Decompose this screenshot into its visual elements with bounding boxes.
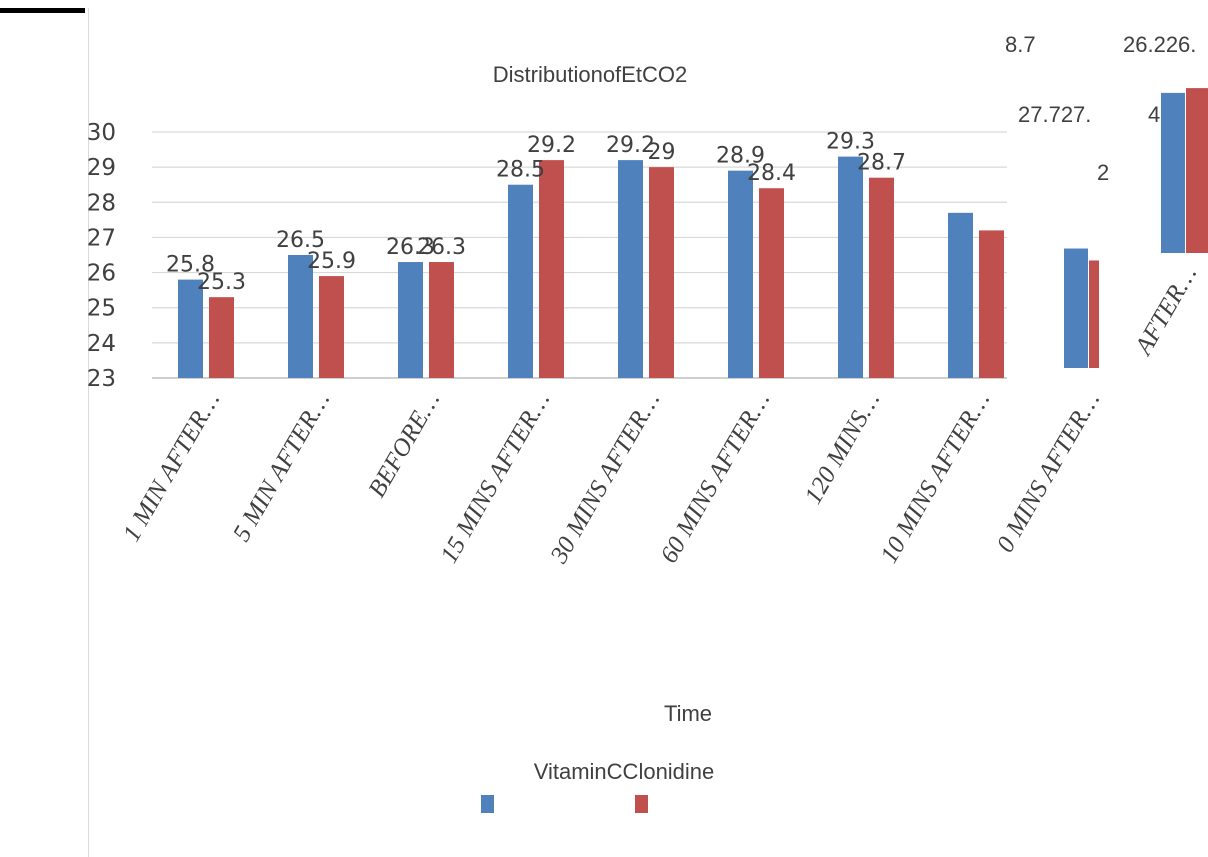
x-tick-label: 15 MINS AFTER… — [436, 388, 556, 568]
y-tick-label: 28 — [87, 190, 116, 216]
bars — [178, 88, 1208, 378]
header-rule — [0, 8, 85, 13]
bar — [948, 212, 973, 378]
data-label: 29 — [648, 140, 676, 165]
legend-swatch-series-2 — [635, 795, 648, 813]
x-tick-label: 60 MINS AFTER… — [656, 388, 776, 568]
stray-label-4: 4 — [1148, 102, 1160, 127]
gridlines — [152, 131, 1007, 379]
bar — [1186, 88, 1208, 253]
x-tick-label: BEFORE… — [363, 388, 445, 503]
chart-title: DistributionofEtCO2 — [493, 62, 687, 87]
stray-label-1: 8.7 — [1005, 32, 1036, 57]
stray-label-5: 2 — [1097, 160, 1109, 185]
data-label: 29.3 — [826, 130, 875, 155]
y-tick-label: 30 — [87, 120, 116, 146]
x-tick-label: AFTER… — [1129, 262, 1202, 361]
bar — [649, 167, 674, 378]
y-tick-label: 27 — [87, 225, 116, 251]
stray-label-2: 26.226. — [1123, 32, 1196, 57]
bar — [979, 230, 1004, 378]
data-label: 29.2 — [527, 133, 576, 158]
data-label: 26.3 — [386, 235, 435, 260]
data-label: 28.7 — [857, 151, 906, 176]
data-label: 26.5 — [276, 228, 325, 253]
bar — [508, 184, 533, 378]
bar — [1089, 260, 1099, 368]
x-tick-label: 30 MINS AFTER… — [545, 388, 665, 569]
data-label: 29.2 — [606, 133, 655, 158]
page-border — [88, 8, 89, 857]
bar — [429, 262, 454, 378]
bar — [398, 262, 423, 378]
bar — [178, 279, 203, 378]
data-label: 25.8 — [166, 253, 215, 278]
data-label: 25.3 — [197, 270, 246, 295]
y-tick-label: 29 — [87, 155, 116, 181]
legend-swatch-series-1 — [481, 795, 494, 813]
bar — [1064, 248, 1088, 368]
bar — [209, 297, 234, 378]
y-tick-label: 24 — [87, 331, 116, 357]
bar — [288, 255, 313, 378]
x-axis-label: Time — [664, 701, 712, 726]
data-label: 28.9 — [716, 144, 765, 169]
y-axis-ticks: 23 24 25 26 27 28 29 30 — [87, 120, 116, 392]
bar — [539, 160, 564, 378]
data-label: 28.5 — [496, 158, 545, 183]
y-tick-label: 25 — [87, 296, 116, 322]
bar — [869, 177, 894, 378]
bar — [838, 156, 863, 378]
bar — [728, 170, 753, 378]
x-tick-label: 5 MIN AFTER… — [228, 388, 335, 547]
x-tick-label: 10 MINS AFTER… — [876, 388, 996, 568]
data-labels: 25.826.5 26.328.529.2 28.929.325.325.926.3… — [166, 130, 906, 296]
x-tick-label: 1 MIN AFTER… — [118, 388, 225, 547]
legend-text: VitaminCClonidine — [534, 759, 715, 784]
y-tick-label: 23 — [87, 366, 116, 392]
bar — [618, 160, 643, 378]
x-tick-label: 0 MINS AFTER… — [992, 388, 1105, 557]
bar — [319, 276, 344, 378]
data-label: 26.3 — [417, 235, 466, 260]
bar — [1161, 92, 1185, 253]
bar — [759, 188, 784, 378]
x-tick-label: 120 MINS… — [800, 388, 886, 509]
stray-label-3: 27.727. — [1018, 102, 1091, 127]
data-label: 28.4 — [747, 161, 796, 186]
y-tick-label: 26 — [87, 261, 116, 287]
data-label: 25.9 — [307, 249, 356, 274]
